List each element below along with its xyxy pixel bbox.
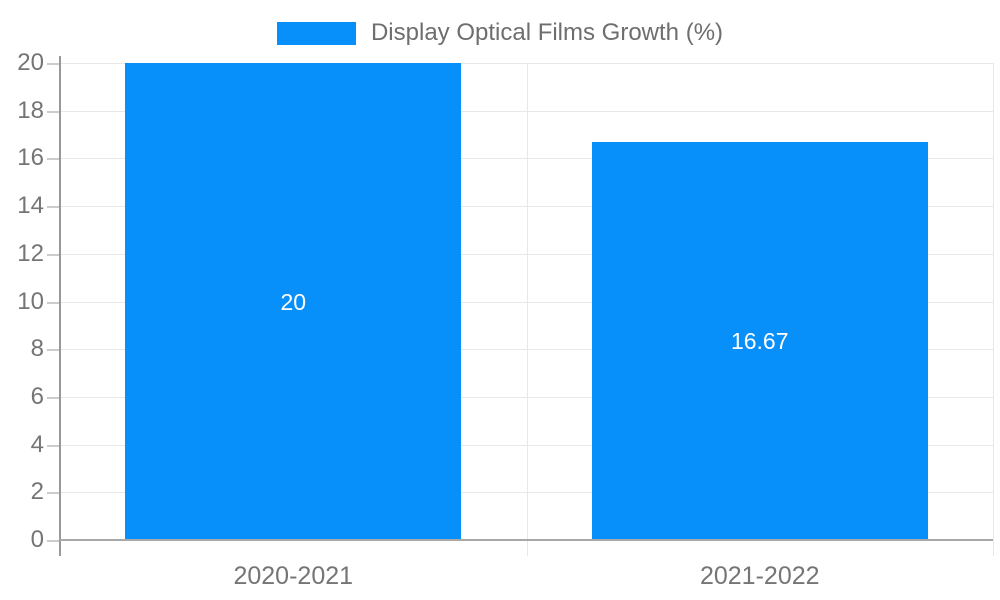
bar	[125, 63, 462, 540]
gridline-vertical	[993, 63, 994, 556]
y-tick-label: 8	[30, 335, 44, 363]
y-axis-tick	[47, 63, 59, 65]
x-tick-label: 2020-2021	[233, 562, 354, 590]
legend-swatch	[276, 21, 356, 45]
legend-label: Display Optical Films Growth (%)	[370, 19, 724, 46]
bar	[591, 142, 928, 540]
y-tick-label: 10	[17, 287, 44, 315]
y-tick-label: 14	[17, 192, 44, 220]
y-axis-tick	[47, 349, 59, 352]
y-axis-tick	[47, 253, 59, 256]
y-axis-tick	[47, 444, 59, 447]
x-tick-label: 2021-2022	[699, 562, 820, 590]
y-tick-label: 16	[17, 144, 44, 172]
y-axis-tick	[47, 158, 59, 161]
y-tick-label: 6	[30, 382, 44, 410]
y-axis-tick	[47, 301, 59, 304]
bar-value-label: 20	[280, 288, 307, 315]
x-axis-line	[60, 539, 993, 541]
y-tick-label: 12	[17, 239, 44, 267]
gridline-vertical	[526, 63, 528, 556]
y-axis-line	[59, 56, 61, 556]
y-axis-tick	[47, 396, 59, 399]
bar-value-label: 16.67	[730, 328, 789, 355]
y-axis-tick	[47, 540, 59, 542]
y-tick-label: 0	[30, 526, 44, 553]
y-tick-label: 2	[30, 478, 44, 506]
y-tick-label: 4	[30, 430, 44, 458]
y-tick-label: 18	[17, 96, 44, 124]
chart-legend: Display Optical Films Growth (%)	[0, 19, 1000, 47]
y-axis-tick	[47, 110, 59, 113]
y-axis-tick	[47, 492, 59, 495]
y-axis-tick	[47, 206, 59, 209]
y-tick-label: 20	[17, 49, 44, 76]
